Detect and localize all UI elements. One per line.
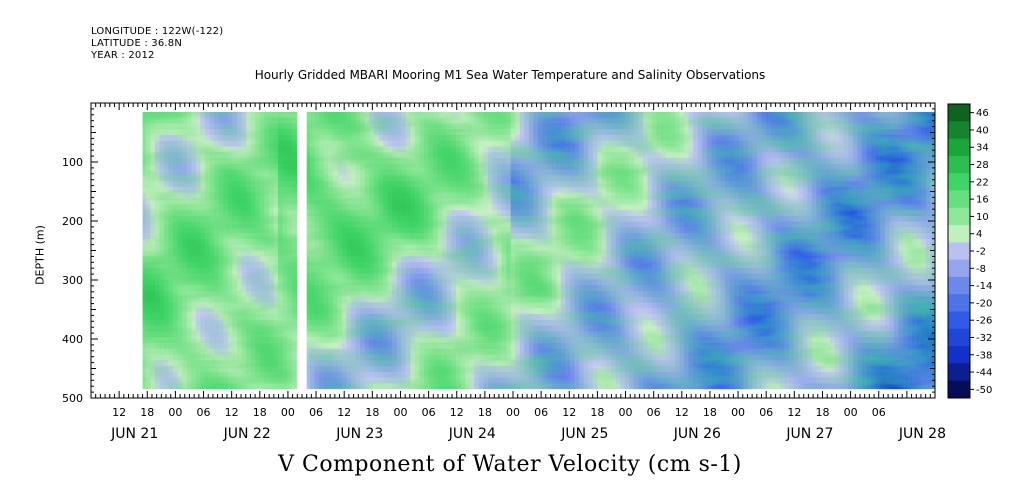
colorbar-segment <box>948 173 970 191</box>
x-axis-label: V Component of Water Velocity (cm s-1) <box>278 452 742 477</box>
colorbar-label: 22 <box>976 177 989 188</box>
colorbar-segment <box>948 190 970 209</box>
colorbar-segment <box>948 311 970 330</box>
colorbar-label: 34 <box>976 143 989 154</box>
colorbar-label: 4 <box>976 229 982 240</box>
colorbar-label: -44 <box>976 368 992 379</box>
velocity-field <box>91 111 935 390</box>
x-tick-label: 18 <box>590 406 604 419</box>
colorbar-label: -38 <box>976 350 992 361</box>
x-tick-label: 18 <box>140 406 154 419</box>
x-day-label: JUN 26 <box>673 426 721 442</box>
x-tick-label: 12 <box>787 406 801 419</box>
colorbar-segment <box>948 121 970 140</box>
data-gap-2 <box>297 103 307 398</box>
colorbar-segment <box>948 155 970 174</box>
x-tick-label: 00 <box>393 406 407 419</box>
x-tick-label: 12 <box>337 406 351 419</box>
x-tick-label: 06 <box>759 406 773 419</box>
x-day-label: JUN 22 <box>223 426 271 442</box>
x-tick-label: 12 <box>225 406 239 419</box>
colorbar-segment <box>948 138 970 157</box>
colorbar-segment <box>948 380 970 399</box>
colorbar-label: -8 <box>976 264 986 275</box>
colorbar-segment <box>948 104 970 122</box>
x-tick-label: 18 <box>478 406 492 419</box>
colorbar-segment <box>948 242 970 261</box>
x-day-label: JUN 28 <box>898 426 946 442</box>
colorbar-label: 10 <box>976 212 989 223</box>
colorbar-segment <box>948 346 970 364</box>
y-tick-label: 400 <box>62 333 83 346</box>
colorbar-segment <box>948 328 970 347</box>
colorbar-label: -14 <box>976 281 992 292</box>
y-tick-label: 200 <box>62 215 83 228</box>
colorbar-segment <box>948 363 970 382</box>
x-tick-label: 06 <box>534 406 548 419</box>
colorbar-segment <box>948 259 970 278</box>
data-gaps <box>91 103 307 398</box>
x-day-label: JUN 25 <box>560 426 608 442</box>
x-tick-label: 18 <box>365 406 379 419</box>
x-tick-label: 06 <box>422 406 436 419</box>
x-tick-label: 12 <box>112 406 126 419</box>
x-tick-label: 00 <box>731 406 745 419</box>
x-tick-label: 06 <box>309 406 323 419</box>
colorbar-label: 46 <box>976 108 989 119</box>
colorbar-label: -50 <box>976 385 992 396</box>
x-hour-labels: 12 18 00 06 12 18 00 06 12 18 00 06 12 18 00 06 12 18 00 06… <box>112 406 886 419</box>
latitude-label: LATITUDE : 36.8N <box>91 38 183 49</box>
x-tick-label: 00 <box>281 406 295 419</box>
colorbar-label: -2 <box>976 247 986 258</box>
y-tick-label: 300 <box>62 274 83 287</box>
colorbar-label: -20 <box>976 298 992 309</box>
longitude-label: LONGITUDE : 122W(-122) <box>91 26 224 37</box>
colorbar-segment <box>948 276 970 295</box>
colorbar-label: 28 <box>976 160 989 171</box>
y-tick-labels: 100 200 300 400 500 <box>62 156 83 405</box>
colorbar-label: -32 <box>976 333 992 344</box>
x-tick-label: 00 <box>844 406 858 419</box>
data-gap-1 <box>91 103 143 398</box>
x-day-label: JUN 21 <box>110 426 158 442</box>
x-tick-label: 12 <box>675 406 689 419</box>
x-day-labels: JUN 21 JUN 22 JUN 23 JUN 24 JUN 25 JUN 26 JUN … <box>110 426 946 442</box>
x-tick-label: 06 <box>647 406 661 419</box>
colorbar-label: 16 <box>976 195 989 206</box>
x-day-label: JUN 23 <box>335 426 383 442</box>
x-tick-label: 06 <box>872 406 886 419</box>
x-day-label: JUN 24 <box>448 426 496 442</box>
colorbar-label: -26 <box>976 316 992 327</box>
colorbar-segment <box>948 294 970 313</box>
x-tick-label: 18 <box>703 406 717 419</box>
x-tick-label: 12 <box>562 406 576 419</box>
y-tick-label: 100 <box>62 156 83 169</box>
x-tick-label: 18 <box>253 406 267 419</box>
chart-title: Hourly Gridded MBARI Mooring M1 Sea Wate… <box>254 68 766 82</box>
year-label: YEAR : 2012 <box>91 50 155 61</box>
x-tick-label: 00 <box>168 406 182 419</box>
colorbar-segment <box>948 225 970 243</box>
x-tick-label: 00 <box>506 406 520 419</box>
x-tick-label: 18 <box>815 406 829 419</box>
x-tick-label: 06 <box>197 406 211 419</box>
colorbar-segment <box>948 207 970 226</box>
colorbar-label: 40 <box>976 125 989 136</box>
y-tick-label: 500 <box>62 392 83 405</box>
x-tick-label: 12 <box>450 406 464 419</box>
x-axis-ticks <box>90 103 936 398</box>
x-tick-label: 00 <box>619 406 633 419</box>
x-day-label: JUN 27 <box>785 426 833 442</box>
y-axis-ticks <box>91 102 935 399</box>
colorbar: 46 40 34 28 22 16 10 4 -2 -8 -14 -20 -26 -32 -38 -44 -50 <box>947 103 992 399</box>
